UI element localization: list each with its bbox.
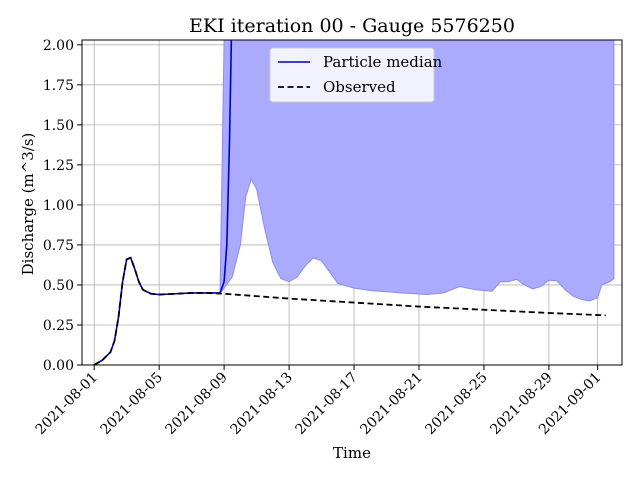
legend-box [269,47,435,103]
y-tick-label: 1.50 [43,118,74,134]
x-tick-label: 2021-08-21 [357,370,425,438]
x-tick-label: 2021-08-09 [163,370,231,438]
uncertainty-band [219,40,615,302]
y-tick-label: 1.75 [43,78,74,94]
x-tick-label: 2021-08-25 [422,370,490,438]
plot-frame [81,39,623,366]
y-axis: 0.00 0.25 0.50 0.75 1.00 1.25 1.50 1.75 2.00 [43,38,82,374]
series-line-particle-median [93,40,233,365]
y-axis-label: Discharge (m^3/s) [19,133,37,276]
y-tick-label: 0.25 [43,318,74,334]
chart-title: EKI iteration 00 - Gauge 5576250 [189,15,515,37]
band-area [219,40,615,302]
y-tick-label: 2.00 [43,38,74,54]
legend-label: Observed [323,78,396,96]
y-tick-label: 0.00 [43,358,74,374]
y-tick-label: 1.00 [43,198,74,214]
series-lines [93,40,606,365]
series-line-observed [93,256,606,365]
x-tick-label: 2021-08-05 [98,370,166,438]
x-tick-label: 2021-08-17 [292,370,360,438]
y-tick-label: 0.75 [43,238,74,254]
x-axis: 2021-08-012021-08-052021-08-092021-08-13… [33,365,604,438]
x-tick-label: 2021-08-13 [228,370,296,438]
x-tick-label: 2021-08-01 [33,370,101,438]
y-tick-label: 0.50 [43,278,74,294]
y-tick-label: 1.25 [43,158,74,174]
legend: Particle median Observed [269,47,443,103]
legend-label: Particle median [323,53,443,71]
x-axis-label: Time [333,444,371,462]
